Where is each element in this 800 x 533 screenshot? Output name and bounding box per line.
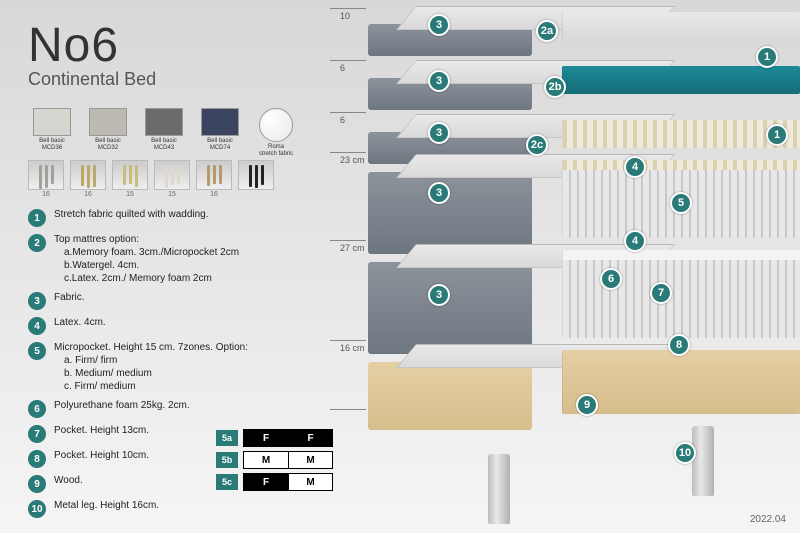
callout-marker: 3 bbox=[428, 70, 450, 92]
legend-badge: 5 bbox=[28, 342, 46, 360]
callout-marker: 8 bbox=[668, 334, 690, 356]
legend-item: 6Polyurethane foam 25kg. 2cm. bbox=[28, 399, 328, 418]
legend-badge: 8 bbox=[28, 450, 46, 468]
leg-thumbnail: 16 bbox=[196, 160, 232, 198]
callout-marker: 2a bbox=[536, 20, 558, 42]
swatch-color bbox=[259, 108, 293, 142]
bed-cutaway-diagram: 106623 cm27 cm16 cm 32a132b132c435463789… bbox=[330, 0, 800, 533]
ruler-segment: 16 cm bbox=[330, 340, 366, 410]
firmness-row: 5bMM bbox=[216, 451, 333, 469]
height-ruler: 10 6 6 23 cm 27 cm 16 cm bbox=[330, 0, 368, 533]
legend-badge: 3 bbox=[28, 292, 46, 310]
leg-options-row: 1616151516 bbox=[28, 160, 274, 198]
callout-marker: 4 bbox=[624, 230, 646, 252]
fabric-swatch: Bell basicMCD32 bbox=[84, 108, 132, 157]
leg-thumbnail: 15 bbox=[154, 160, 190, 198]
legend-badge: 2 bbox=[28, 234, 46, 252]
leg-thumbnail: 16 bbox=[28, 160, 64, 198]
firmness-row: 5cFM bbox=[216, 473, 333, 491]
ruler-segment: 23 cm bbox=[330, 152, 366, 236]
ruler-segment: 27 cm bbox=[330, 240, 366, 336]
swatch-color bbox=[33, 108, 71, 136]
fabric-swatch-row: Bell basicMCD36Bell basicMCD32Bell basic… bbox=[28, 108, 300, 157]
callout-marker: 2c bbox=[526, 134, 548, 156]
date-stamp: 2022.04 bbox=[750, 514, 786, 525]
legend-badge: 9 bbox=[28, 475, 46, 493]
legend-item: 10Metal leg. Height 16cm. bbox=[28, 499, 328, 518]
callout-marker: 1 bbox=[756, 46, 778, 68]
title-block: No6 Continental Bed bbox=[28, 18, 156, 90]
ruler-segment: 6 bbox=[330, 112, 366, 148]
ruler-segment: 6 bbox=[330, 60, 366, 96]
swatch-color bbox=[89, 108, 127, 136]
swatch-color bbox=[145, 108, 183, 136]
callout-marker: 1 bbox=[766, 124, 788, 146]
callout-marker: 3 bbox=[428, 284, 450, 306]
callout-marker: 3 bbox=[428, 14, 450, 36]
legend-item: 1Stretch fabric quilted with wadding. bbox=[28, 208, 328, 227]
metal-leg bbox=[692, 426, 714, 496]
legend-item: 2Top mattres option:a.Memory foam. 3cm./… bbox=[28, 233, 328, 285]
leg-thumbnail: 16 bbox=[70, 160, 106, 198]
legend-badge: 10 bbox=[28, 500, 46, 518]
legend-item: 5Micropocket. Height 15 cm. 7zones. Opti… bbox=[28, 341, 328, 393]
legend-badge: 4 bbox=[28, 317, 46, 335]
fabric-swatch: Bell basicMCD36 bbox=[28, 108, 76, 157]
callout-marker: 10 bbox=[674, 442, 696, 464]
callout-marker: 9 bbox=[576, 394, 598, 416]
firmness-options: 5aFF 5bMM 5cFM bbox=[216, 429, 333, 495]
firmness-row: 5aFF bbox=[216, 429, 333, 447]
metal-leg bbox=[488, 454, 510, 524]
product-subtitle: Continental Bed bbox=[28, 69, 156, 90]
product-name: No6 bbox=[28, 18, 156, 73]
ruler-segment: 10 bbox=[330, 8, 366, 44]
callout-marker: 3 bbox=[428, 122, 450, 144]
legend-item: 3Fabric. bbox=[28, 291, 328, 310]
legend-badge: 7 bbox=[28, 425, 46, 443]
callout-marker: 6 bbox=[600, 268, 622, 290]
callout-marker: 3 bbox=[428, 182, 450, 204]
callout-marker: 5 bbox=[670, 192, 692, 214]
fabric-swatch: Bell basicMCD74 bbox=[196, 108, 244, 157]
callout-marker: 2b bbox=[544, 76, 566, 98]
bed-layers: 32a132b132c43546378910 bbox=[368, 6, 800, 466]
legend-item: 4Latex. 4cm. bbox=[28, 316, 328, 335]
callout-marker: 7 bbox=[650, 282, 672, 304]
legend-badge: 1 bbox=[28, 209, 46, 227]
callout-marker: 4 bbox=[624, 156, 646, 178]
legend-badge: 6 bbox=[28, 400, 46, 418]
fabric-swatch: Romastretch fabric bbox=[252, 108, 300, 157]
swatch-color bbox=[201, 108, 239, 136]
fabric-swatch: Bell basicMCD43 bbox=[140, 108, 188, 157]
leg-thumbnail bbox=[238, 160, 274, 198]
leg-thumbnail: 15 bbox=[112, 160, 148, 198]
